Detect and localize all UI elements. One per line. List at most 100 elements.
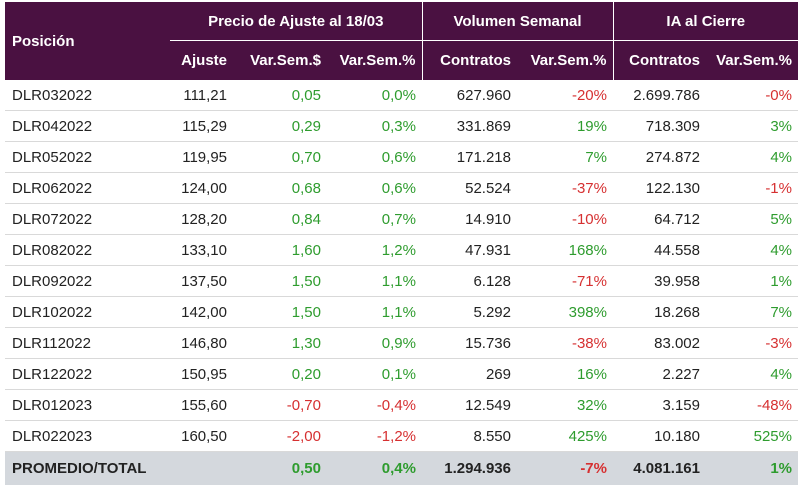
cell-var-sem-pct: 1,1% — [327, 265, 422, 297]
cell-volume-var-pct: 425% — [517, 420, 613, 452]
cell-volume-contracts: 14.910 — [422, 203, 517, 235]
table-row: DLR102022 142,00 1,50 1,1% 5.292 398% 18.268 7% — [5, 296, 798, 328]
cell-ajuste: 128,20 — [170, 203, 233, 235]
header-ia-var-pct: Var.Sem.% — [706, 40, 798, 80]
cell-position: DLR072022 — [5, 203, 170, 235]
cell-ajuste: 137,50 — [170, 265, 233, 297]
cell-ia-contracts: 39.958 — [613, 265, 706, 297]
cell-ia-contracts: 122.130 — [613, 172, 706, 204]
cell-ajuste: 124,00 — [170, 172, 233, 204]
cell-ajuste: 133,10 — [170, 234, 233, 266]
cell-var-sem-pct: -1,2% — [327, 420, 422, 452]
cell-position: DLR082022 — [5, 234, 170, 266]
table-row: DLR042022 115,29 0,29 0,3% 331.869 19% 718.309… — [5, 110, 798, 142]
cell-ia-var-pct: 4% — [706, 141, 798, 173]
cell-volume-contracts: 15.736 — [422, 327, 517, 359]
cell-position: DLR102022 — [5, 296, 170, 328]
cell-ia-var-pct: 1% — [706, 451, 798, 485]
cell-position: DLR052022 — [5, 141, 170, 173]
table-row: DLR072022 128,20 0,84 0,7% 14.910 -10% 64.712 5… — [5, 203, 798, 235]
cell-var-sem-pct: 0,3% — [327, 110, 422, 142]
cell-position: DLR032022 — [5, 80, 170, 111]
cell-var-sem-pesos: 0,84 — [233, 203, 327, 235]
cell-volume-contracts: 8.550 — [422, 420, 517, 452]
cell-var-sem-pct: 0,6% — [327, 141, 422, 173]
header-volume-var-pct: Var.Sem.% — [517, 40, 613, 80]
cell-ia-contracts: 44.558 — [613, 234, 706, 266]
cell-ia-contracts: 18.268 — [613, 296, 706, 328]
cell-volume-var-pct: 32% — [517, 389, 613, 421]
cell-volume-var-pct: -7% — [517, 451, 613, 485]
cell-volume-contracts: 627.960 — [422, 80, 517, 111]
header-var-sem-pct: Var.Sem.% — [327, 40, 422, 80]
cell-var-sem-pct: 0,9% — [327, 327, 422, 359]
header-group-ia: IA al Cierre — [612, 2, 798, 41]
cell-position: DLR012023 — [5, 389, 170, 421]
cell-volume-contracts: 331.869 — [422, 110, 517, 142]
cell-ajuste: 155,60 — [170, 389, 233, 421]
cell-ajuste: 111,21 — [170, 80, 233, 111]
cell-var-sem-pesos: 0,29 — [233, 110, 327, 142]
table-row: DLR052022 119,95 0,70 0,6% 171.218 7% 274.872 4… — [5, 141, 798, 173]
cell-ajuste: 119,95 — [170, 141, 233, 173]
cell-var-sem-pesos: 0,70 — [233, 141, 327, 173]
futures-table: Posición Precio de Ajuste al 18/03 Volum… — [5, 2, 798, 485]
cell-position: DLR112022 — [5, 327, 170, 359]
cell-var-sem-pct: 0,6% — [327, 172, 422, 204]
table-row: DLR092022 137,50 1,50 1,1% 6.128 -71% 39.958 1% — [5, 265, 798, 297]
cell-var-sem-pct: 1,2% — [327, 234, 422, 266]
cell-position: DLR042022 — [5, 110, 170, 142]
header-volume-contracts: Contratos — [421, 40, 517, 80]
cell-var-sem-pesos: -0,70 — [233, 389, 327, 421]
table-row: DLR062022 124,00 0,68 0,6% 52.524 -37% 122.130… — [5, 172, 798, 204]
cell-var-sem-pct: 0,1% — [327, 358, 422, 390]
cell-volume-var-pct: -10% — [517, 203, 613, 235]
cell-ia-var-pct: 5% — [706, 203, 798, 235]
cell-volume-var-pct: 398% — [517, 296, 613, 328]
cell-var-sem-pct: 0,7% — [327, 203, 422, 235]
cell-ajuste — [170, 451, 233, 485]
cell-ia-var-pct: 7% — [706, 296, 798, 328]
cell-ia-contracts: 4.081.161 — [613, 451, 706, 485]
cell-ia-var-pct: 3% — [706, 110, 798, 142]
cell-ajuste: 160,50 — [170, 420, 233, 452]
cell-ia-var-pct: -3% — [706, 327, 798, 359]
table-row: DLR022023 160,50 -2,00 -1,2% 8.550 425% 10.180… — [5, 420, 798, 452]
cell-ia-var-pct: -0% — [706, 80, 798, 111]
cell-var-sem-pesos: 0,20 — [233, 358, 327, 390]
cell-ia-contracts: 2.227 — [613, 358, 706, 390]
cell-volume-var-pct: -71% — [517, 265, 613, 297]
cell-volume-var-pct: 16% — [517, 358, 613, 390]
cell-volume-var-pct: -38% — [517, 327, 613, 359]
cell-var-sem-pesos: 0,50 — [233, 451, 327, 485]
cell-var-sem-pesos: 0,05 — [233, 80, 327, 111]
cell-var-sem-pesos: 1,30 — [233, 327, 327, 359]
cell-var-sem-pct: 0,0% — [327, 80, 422, 111]
cell-ia-var-pct: -48% — [706, 389, 798, 421]
table-row: DLR082022 133,10 1,60 1,2% 47.931 168% 44.558 4… — [5, 234, 798, 266]
cell-volume-contracts: 1.294.936 — [422, 451, 517, 485]
cell-ajuste: 150,95 — [170, 358, 233, 390]
cell-ajuste: 142,00 — [170, 296, 233, 328]
table-row: DLR012023 155,60 -0,70 -0,4% 12.549 32% 3.159-… — [5, 389, 798, 421]
cell-ajuste: 146,80 — [170, 327, 233, 359]
cell-ia-var-pct: 525% — [706, 420, 798, 452]
cell-volume-var-pct: -20% — [517, 80, 613, 111]
cell-ajuste: 115,29 — [170, 110, 233, 142]
cell-ia-contracts: 83.002 — [613, 327, 706, 359]
table-row: DLR032022 111,21 0,05 0,0% 627.960 -20% 2.699.… — [5, 80, 798, 111]
header-group-volume: Volumen Semanal — [421, 2, 613, 41]
cell-ia-var-pct: -1% — [706, 172, 798, 204]
cell-ia-contracts: 2.699.786 — [613, 80, 706, 111]
cell-volume-var-pct: 7% — [517, 141, 613, 173]
cell-volume-contracts: 5.292 — [422, 296, 517, 328]
total-row: PROMEDIO/TOTAL 0,50 0,4% 1.294.936 -7% 4.081.… — [5, 451, 798, 485]
cell-volume-var-pct: 19% — [517, 110, 613, 142]
cell-var-sem-pesos: 1,50 — [233, 265, 327, 297]
cell-volume-var-pct: 168% — [517, 234, 613, 266]
header-ajuste: Ajuste — [170, 40, 233, 80]
cell-volume-contracts: 12.549 — [422, 389, 517, 421]
cell-ia-contracts: 10.180 — [613, 420, 706, 452]
cell-var-sem-pct: -0,4% — [327, 389, 422, 421]
table-row: DLR112022 146,80 1,30 0,9% 15.736 -38% 83.002-… — [5, 327, 798, 359]
